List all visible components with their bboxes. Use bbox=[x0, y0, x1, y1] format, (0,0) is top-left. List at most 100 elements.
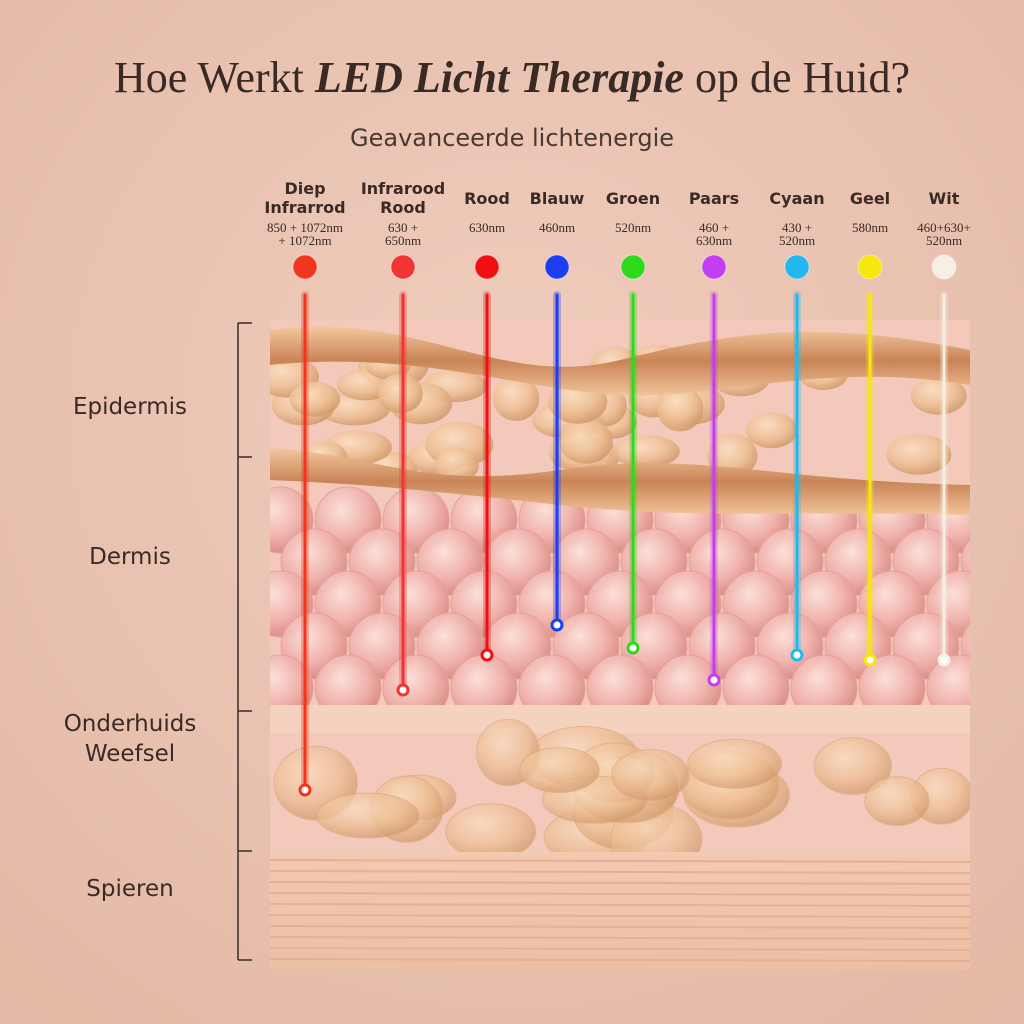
light-dot bbox=[474, 254, 500, 280]
light-name-line: Rood bbox=[464, 188, 510, 208]
muscle-fiber bbox=[270, 870, 970, 874]
light-label: Cyaan 430 +520nm bbox=[742, 177, 852, 248]
light-label: Geel 580nm bbox=[815, 177, 925, 235]
subtitle: Geavanceerde lichtenergie bbox=[350, 124, 674, 152]
light-label: Infrarood Rood 630 +650nm bbox=[348, 177, 458, 247]
light-name-line: Cyaan bbox=[769, 188, 825, 208]
light-name-line: Infrarood bbox=[360, 179, 446, 198]
layer-label-line: Epidermis bbox=[72, 394, 188, 420]
wavelength-line: 520nm bbox=[614, 220, 652, 235]
light-name-line: Blauw bbox=[529, 188, 585, 208]
wavelength-line: 650nm bbox=[384, 233, 422, 248]
cell bbox=[559, 418, 613, 464]
wavelength-line: 430 + bbox=[781, 220, 813, 235]
wavelength-line: 630 + bbox=[387, 220, 419, 235]
layer-label-line: Onderhuids bbox=[63, 711, 197, 737]
light-name: Diep Infrarrod bbox=[250, 177, 360, 219]
light-label: Blauw 460nm bbox=[502, 177, 612, 235]
fat-cell bbox=[445, 803, 537, 861]
light-wavelength: 580nm bbox=[815, 221, 925, 234]
light-name-line: Paars bbox=[688, 188, 740, 208]
muscle-fiber bbox=[270, 859, 970, 863]
light-label: Rood 630nm bbox=[432, 177, 542, 235]
light-name: Infrarood Rood bbox=[348, 177, 458, 219]
cell bbox=[289, 381, 341, 417]
light-name-line: Rood bbox=[380, 198, 426, 217]
cell bbox=[656, 385, 704, 432]
light-dot bbox=[390, 254, 416, 280]
beam-end bbox=[707, 673, 721, 687]
layer-label-line: Weefsel bbox=[84, 741, 176, 767]
muscle-fiber bbox=[270, 936, 970, 940]
wavelength-line: 630nm bbox=[695, 233, 733, 248]
light-dot bbox=[784, 254, 810, 280]
wavelength-line: 460 + bbox=[698, 220, 730, 235]
beam-end bbox=[396, 683, 410, 697]
muscle bbox=[270, 852, 970, 970]
light-name: Paars bbox=[659, 177, 769, 219]
light-wavelength: 460 +630nm bbox=[659, 221, 769, 247]
light-wavelength: 630 +650nm bbox=[348, 221, 458, 247]
beam-end bbox=[480, 648, 494, 662]
light-label: Paars 460 +630nm bbox=[659, 177, 769, 248]
muscle-fiber bbox=[270, 947, 970, 951]
wavelength-line: 630nm bbox=[468, 220, 506, 235]
light-wavelength: 430 +520nm bbox=[742, 221, 852, 247]
title-part: op de Huid? bbox=[683, 53, 911, 102]
beam-end bbox=[626, 641, 640, 655]
light-label: Groen 520nm bbox=[578, 177, 688, 235]
layer-label: Onderhuids Weefsel bbox=[30, 709, 230, 769]
light-dot bbox=[620, 254, 646, 280]
light-name: Geel bbox=[815, 177, 925, 219]
layer-label-line: Dermis bbox=[89, 544, 171, 570]
light-wavelength: 850 + 1072nm + 1072nm bbox=[250, 221, 360, 247]
cell bbox=[493, 376, 540, 421]
muscle-fiber bbox=[270, 914, 970, 918]
beam-end bbox=[863, 653, 877, 667]
wavelength-line: + 1072nm bbox=[278, 233, 332, 248]
wavelength-line: 520nm bbox=[778, 233, 816, 248]
light-name: Cyaan bbox=[742, 177, 852, 219]
light-dot bbox=[544, 254, 570, 280]
title-part: Hoe Werkt bbox=[113, 53, 315, 102]
light-dot bbox=[857, 254, 883, 280]
light-dot bbox=[292, 254, 318, 280]
light-wavelength: 520nm bbox=[578, 221, 688, 234]
title: Hoe Werkt LED Licht Therapie op de Huid? bbox=[0, 52, 1024, 103]
title-part: LED Licht Therapie bbox=[314, 53, 684, 102]
cell bbox=[746, 412, 798, 449]
beam-end bbox=[550, 618, 564, 632]
cell bbox=[612, 435, 680, 468]
light-name-line: Groen bbox=[605, 188, 661, 208]
muscle-fiber bbox=[270, 903, 970, 907]
light-label: Wit 460+630+ 520nm bbox=[889, 177, 999, 248]
fat-cell bbox=[864, 776, 930, 827]
muscle-fiber bbox=[270, 892, 970, 896]
layer-label: Epidermis bbox=[30, 392, 230, 422]
light-wavelength: 630nm bbox=[432, 221, 542, 234]
light-label: Diep Infrarrod 850 + 1072nm + 1072nm bbox=[250, 177, 360, 247]
beam-end bbox=[298, 783, 312, 797]
layer-label: Spieren bbox=[30, 874, 230, 904]
wavelength-line: 460+630+ bbox=[917, 220, 971, 235]
layer-label-line: Spieren bbox=[86, 876, 174, 902]
muscle-fiber bbox=[270, 958, 970, 962]
light-dot bbox=[701, 254, 727, 280]
light-name-line: Infrarrod bbox=[264, 198, 346, 217]
light-wavelength: 460+630+ 520nm bbox=[889, 221, 999, 247]
dermis-band bbox=[270, 448, 970, 515]
light-name-line: Wit bbox=[928, 188, 960, 208]
light-dot bbox=[931, 254, 957, 280]
light-name-line: Diep bbox=[284, 179, 326, 198]
wavelength-line: 460nm bbox=[538, 220, 576, 235]
beam-end bbox=[937, 653, 951, 667]
layer-label: Dermis bbox=[30, 542, 230, 572]
cell bbox=[960, 622, 970, 670]
epidermis-band bbox=[270, 326, 970, 396]
separator bbox=[270, 705, 970, 733]
skin-section bbox=[270, 320, 970, 970]
cell bbox=[960, 538, 970, 586]
beam-end bbox=[790, 648, 804, 662]
